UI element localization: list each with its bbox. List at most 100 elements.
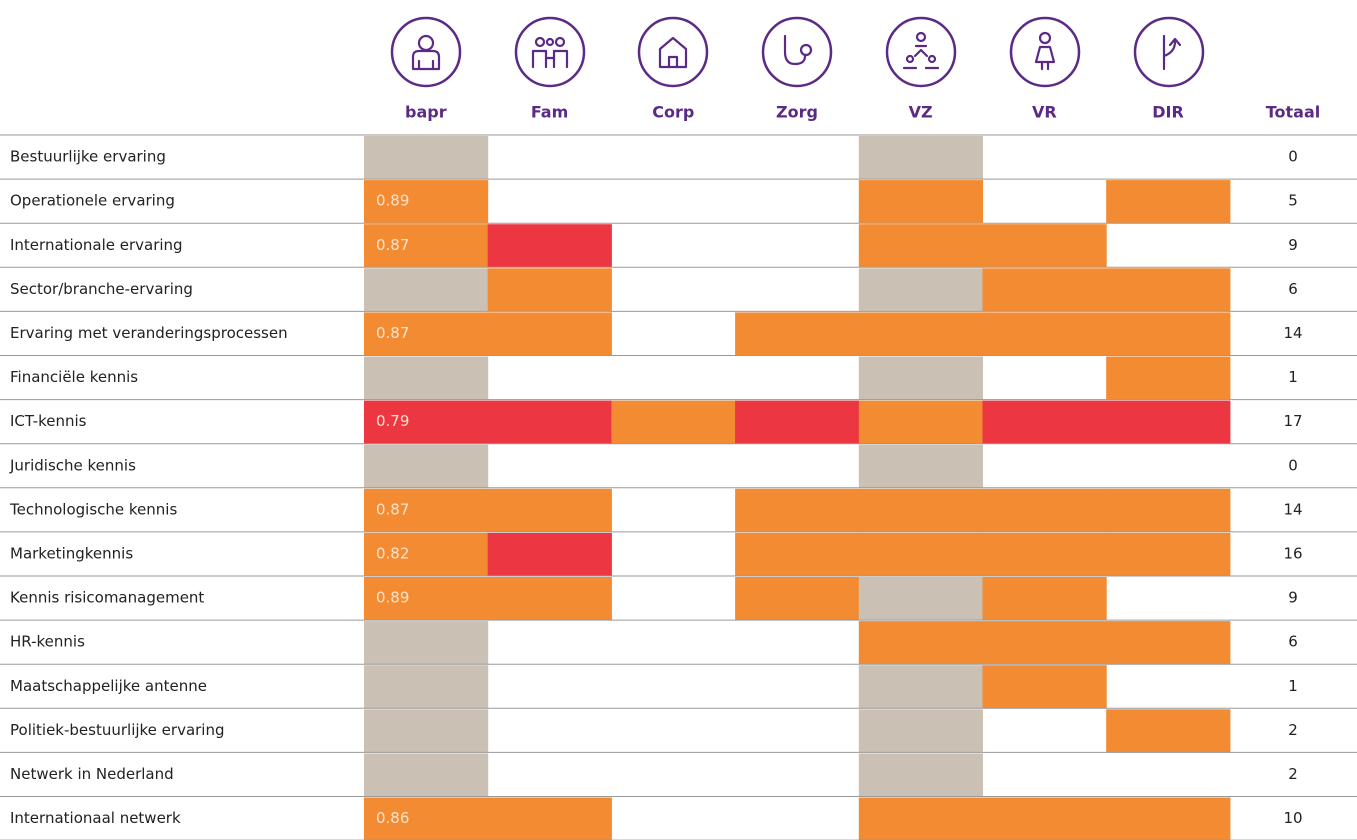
icon-person bbox=[390, 16, 462, 88]
row-label: Netwerk in Nederland bbox=[10, 765, 174, 783]
score: 0.87 bbox=[376, 324, 409, 342]
cell bbox=[858, 312, 983, 356]
cell bbox=[364, 488, 489, 532]
total: 6 bbox=[1288, 280, 1298, 298]
cell bbox=[1106, 356, 1231, 400]
cell bbox=[487, 268, 612, 312]
cell bbox=[364, 577, 489, 621]
cell bbox=[858, 753, 983, 797]
total: 9 bbox=[1288, 236, 1298, 254]
total: 1 bbox=[1288, 677, 1298, 695]
cell bbox=[1106, 312, 1231, 356]
cell bbox=[487, 312, 612, 356]
score: 0.79 bbox=[376, 412, 409, 430]
cell bbox=[1106, 488, 1231, 532]
cell bbox=[735, 488, 860, 532]
row-label: ICT-kennis bbox=[10, 412, 87, 430]
cell bbox=[858, 621, 983, 665]
total: 16 bbox=[1283, 544, 1302, 562]
row-label: Maatschappelijke antenne bbox=[10, 677, 207, 695]
column-header: bapr bbox=[405, 103, 447, 122]
cell bbox=[982, 797, 1107, 840]
row-label: Politiek-bestuurlijke ervaring bbox=[10, 721, 225, 739]
cell bbox=[858, 356, 983, 400]
cell bbox=[858, 136, 983, 180]
cell bbox=[1106, 621, 1231, 665]
column-icons bbox=[390, 16, 1205, 88]
cell bbox=[982, 488, 1107, 532]
cell bbox=[735, 577, 860, 621]
cell bbox=[858, 444, 983, 488]
icon-direction bbox=[1133, 16, 1205, 88]
cell bbox=[858, 180, 983, 224]
total: 2 bbox=[1288, 765, 1298, 783]
row-label: Ervaring met veranderingsprocessen bbox=[10, 324, 288, 342]
cell bbox=[982, 224, 1107, 268]
row-label: Kennis risicomanagement bbox=[10, 589, 204, 607]
icon-woman bbox=[1009, 16, 1081, 88]
cell bbox=[1106, 400, 1231, 444]
column-header: Zorg bbox=[776, 103, 818, 122]
cell bbox=[364, 797, 489, 840]
column-header: VZ bbox=[909, 103, 933, 122]
total: 10 bbox=[1283, 809, 1302, 827]
cell bbox=[982, 621, 1107, 665]
cell bbox=[982, 532, 1107, 576]
total: 14 bbox=[1283, 324, 1302, 342]
cell bbox=[364, 665, 489, 709]
total: 17 bbox=[1283, 412, 1302, 430]
cell bbox=[1106, 532, 1231, 576]
cell bbox=[858, 488, 983, 532]
score: 0.82 bbox=[376, 544, 409, 562]
cell bbox=[364, 224, 489, 268]
cell bbox=[735, 312, 860, 356]
column-header: Corp bbox=[652, 103, 694, 122]
cell bbox=[982, 577, 1107, 621]
cell bbox=[982, 268, 1107, 312]
cell bbox=[364, 532, 489, 576]
row-label: Financiële kennis bbox=[10, 368, 138, 386]
row-label: Technologische kennis bbox=[9, 500, 177, 518]
cell bbox=[1106, 268, 1231, 312]
row-label: Internationaal netwerk bbox=[10, 809, 181, 827]
column-header: Fam bbox=[531, 103, 568, 122]
row-label: Operationele ervaring bbox=[10, 192, 175, 210]
cell bbox=[1106, 180, 1231, 224]
cell bbox=[1106, 797, 1231, 840]
cell bbox=[858, 577, 983, 621]
total: 1 bbox=[1288, 368, 1298, 386]
total: 6 bbox=[1288, 633, 1298, 651]
cell bbox=[1106, 709, 1231, 753]
cell bbox=[858, 532, 983, 576]
cell bbox=[487, 488, 612, 532]
score: 0.87 bbox=[376, 236, 409, 254]
cell bbox=[487, 224, 612, 268]
cell bbox=[487, 532, 612, 576]
score: 0.89 bbox=[376, 192, 409, 210]
row-label: Marketingkennis bbox=[10, 544, 133, 562]
total: 14 bbox=[1283, 500, 1302, 518]
column-header: VR bbox=[1032, 103, 1057, 122]
score: 0.87 bbox=[376, 500, 409, 518]
cell bbox=[982, 665, 1107, 709]
icon-stethoscope bbox=[761, 16, 833, 88]
cell bbox=[364, 621, 489, 665]
cell bbox=[982, 312, 1107, 356]
row-label: Bestuurlijke ervaring bbox=[10, 148, 166, 166]
cell bbox=[364, 709, 489, 753]
cell bbox=[735, 532, 860, 576]
cell bbox=[487, 400, 612, 444]
cell bbox=[364, 180, 489, 224]
cell bbox=[364, 268, 489, 312]
cell bbox=[364, 400, 489, 444]
score: 0.86 bbox=[376, 809, 409, 827]
icon-family bbox=[514, 16, 586, 88]
total: 9 bbox=[1288, 589, 1298, 607]
total: 2 bbox=[1288, 721, 1298, 739]
icon-chair bbox=[885, 16, 957, 88]
row-label: HR-kennis bbox=[10, 633, 85, 651]
row-label: Internationale ervaring bbox=[10, 236, 183, 254]
cell bbox=[858, 400, 983, 444]
cell bbox=[735, 400, 860, 444]
